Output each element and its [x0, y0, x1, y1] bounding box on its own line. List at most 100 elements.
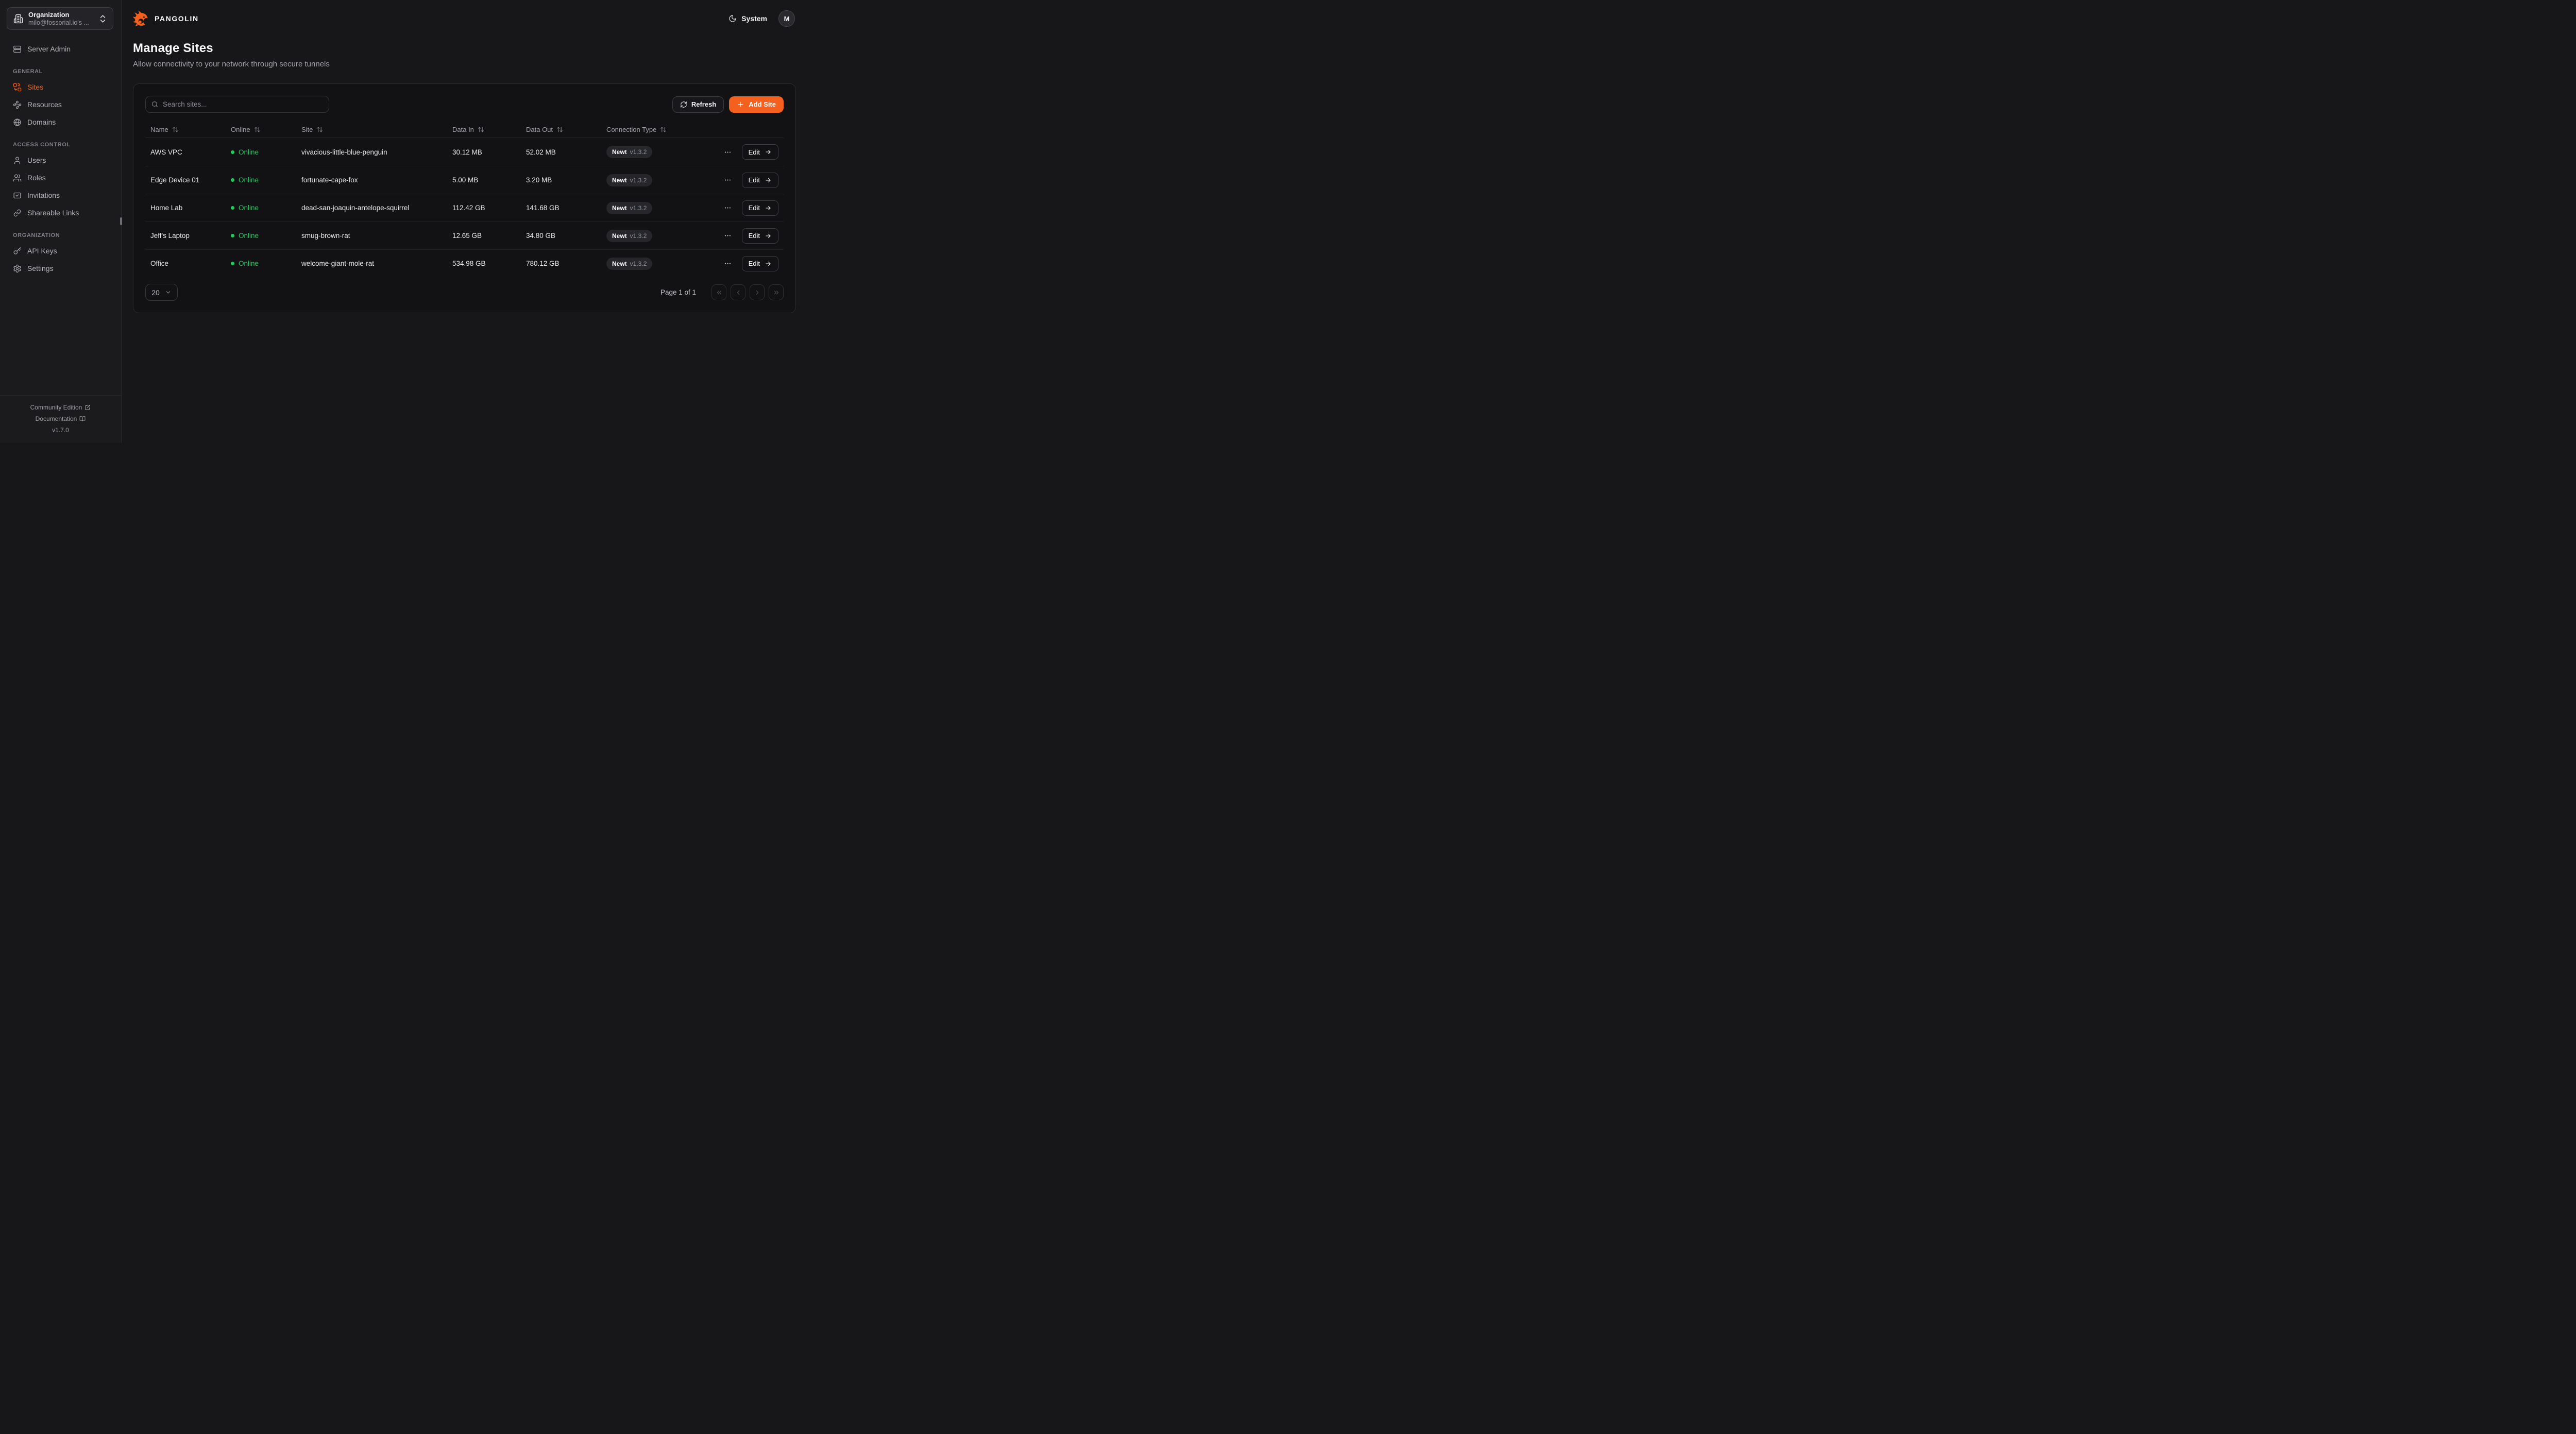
- edit-button[interactable]: Edit: [741, 144, 778, 160]
- nav-section-heading-general: GENERAL: [13, 69, 43, 75]
- sidebar-resize-handle[interactable]: [120, 217, 122, 225]
- org-switcher[interactable]: Organization milo@fossorial.io's ...: [7, 7, 113, 30]
- column-header-data-out[interactable]: Data Out: [521, 126, 601, 133]
- sidebar-item-shareable-links[interactable]: Shareable Links: [13, 206, 115, 220]
- brand: PANGOLIN: [133, 10, 199, 27]
- connection-type: Newt: [612, 232, 627, 240]
- connection-type-badge: Newt v1.3.2: [606, 257, 653, 270]
- online-label: Online: [239, 176, 259, 184]
- theme-toggle[interactable]: System: [728, 14, 767, 23]
- edit-button[interactable]: Edit: [741, 200, 778, 216]
- prev-page-button[interactable]: [731, 284, 745, 300]
- search-input[interactable]: [163, 100, 324, 108]
- site-name: Office: [150, 260, 169, 267]
- column-label: Connection Type: [606, 126, 657, 133]
- sort-icon: [660, 126, 667, 133]
- sidebar-item-settings[interactable]: Settings: [13, 261, 115, 276]
- sidebar-item-invitations[interactable]: Invitations: [13, 188, 115, 202]
- refresh-button[interactable]: Refresh: [672, 96, 724, 113]
- page-size-select[interactable]: 20: [145, 284, 178, 301]
- page-subtitle: Allow connectivity to your network throu…: [133, 60, 330, 69]
- sort-icon: [316, 126, 323, 133]
- site-tunnel-name: vivacious-little-blue-penguin: [301, 148, 387, 156]
- column-header-name[interactable]: Name: [145, 126, 226, 133]
- org-title: Organization: [28, 10, 70, 19]
- nav-section-heading-access-control: ACCESS CONTROL: [13, 142, 71, 148]
- org-subtitle: milo@fossorial.io's ...: [28, 19, 89, 26]
- column-label: Online: [231, 126, 250, 133]
- ellipsis-icon: [724, 176, 732, 184]
- sidebar-item-users[interactable]: Users: [13, 153, 115, 167]
- sidebar-item-sites[interactable]: Sites: [13, 80, 115, 94]
- user-avatar[interactable]: M: [778, 10, 795, 27]
- documentation-label: Documentation: [35, 415, 77, 422]
- sidebar-item-api-keys[interactable]: API Keys: [13, 244, 115, 258]
- connection-version: v1.3.2: [630, 260, 647, 267]
- data-in-value: 534.98 GB: [452, 260, 486, 267]
- data-in-value: 30.12 MB: [452, 148, 482, 156]
- edit-button[interactable]: Edit: [741, 255, 778, 271]
- chevrons-left-icon: [716, 289, 723, 296]
- column-header-connection-type[interactable]: Connection Type: [601, 126, 685, 133]
- sort-icon: [478, 126, 484, 133]
- sidebar-item-server-admin[interactable]: Server Admin: [13, 42, 115, 56]
- row-menu-button[interactable]: [723, 203, 733, 213]
- row-menu-button[interactable]: [723, 231, 733, 241]
- connection-version: v1.3.2: [630, 232, 647, 240]
- edit-label: Edit: [748, 176, 760, 184]
- last-page-button[interactable]: [769, 284, 784, 300]
- community-edition-link[interactable]: Community Edition: [4, 402, 117, 413]
- data-in-value: 112.42 GB: [452, 204, 485, 212]
- add-site-label: Add Site: [749, 100, 776, 108]
- row-menu-button[interactable]: [723, 175, 733, 185]
- connection-type: Newt: [612, 176, 627, 184]
- user-icon: [13, 156, 22, 165]
- add-site-button[interactable]: Add Site: [729, 96, 784, 113]
- sidebar-item-label: Resources: [27, 100, 62, 109]
- connection-version: v1.3.2: [630, 148, 647, 156]
- connection-type: Newt: [612, 260, 627, 267]
- first-page-button[interactable]: [711, 284, 726, 300]
- connection-type-badge: Newt v1.3.2: [606, 201, 653, 214]
- sidebar-item-resources[interactable]: Resources: [13, 97, 115, 112]
- row-menu-button[interactable]: [723, 147, 733, 157]
- column-header-online[interactable]: Online: [226, 126, 296, 133]
- connection-type-badge: Newt v1.3.2: [606, 229, 653, 242]
- site-tunnel-name: fortunate-cape-fox: [301, 176, 358, 184]
- sidebar-item-roles[interactable]: Roles: [13, 170, 115, 185]
- sort-icon: [556, 126, 563, 133]
- sidebar-item-domains[interactable]: Domains: [13, 115, 115, 129]
- page-status: Page 1 of 1: [660, 288, 696, 296]
- column-header-data-in[interactable]: Data In: [447, 126, 521, 133]
- column-header-site[interactable]: Site: [296, 126, 447, 133]
- connection-type-cell: Newt v1.3.2: [601, 229, 685, 242]
- column-label: Site: [301, 126, 313, 133]
- connection-type-badge: Newt v1.3.2: [606, 174, 653, 186]
- arrow-right-icon: [765, 148, 772, 156]
- mail-check-icon: [13, 191, 22, 200]
- ellipsis-icon: [724, 260, 732, 267]
- connection-type: Newt: [612, 204, 627, 212]
- row-actions: Edit: [685, 228, 784, 244]
- edit-button[interactable]: Edit: [741, 228, 778, 244]
- row-actions: Edit: [685, 200, 784, 216]
- link-icon: [13, 209, 22, 217]
- online-dot-icon: [231, 262, 234, 265]
- online-label: Online: [239, 204, 259, 212]
- online-status: Online: [226, 232, 296, 240]
- globe-icon: [13, 118, 22, 127]
- edit-button[interactable]: Edit: [741, 172, 778, 188]
- row-actions: Edit: [685, 255, 784, 271]
- search-icon: [151, 100, 159, 108]
- theme-toggle-label: System: [741, 14, 767, 23]
- data-out-value: 34.80 GB: [526, 232, 556, 240]
- data-in-value: 12.65 GB: [452, 232, 482, 240]
- building-icon: [13, 14, 23, 24]
- row-menu-button[interactable]: [723, 259, 733, 269]
- chevrons-right-icon: [773, 289, 780, 296]
- arrow-right-icon: [765, 204, 772, 212]
- row-actions: Edit: [685, 172, 784, 188]
- documentation-link[interactable]: Documentation: [4, 413, 117, 424]
- connection-version: v1.3.2: [630, 204, 647, 212]
- next-page-button[interactable]: [750, 284, 765, 300]
